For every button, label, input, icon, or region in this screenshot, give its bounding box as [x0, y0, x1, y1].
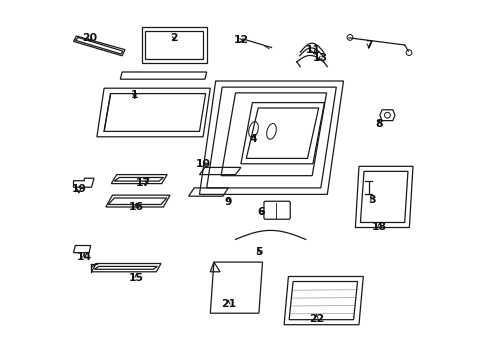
- Text: 19: 19: [71, 184, 86, 194]
- Text: 22: 22: [308, 314, 324, 324]
- Text: 8: 8: [375, 119, 383, 129]
- Text: 2: 2: [170, 33, 178, 43]
- Text: 18: 18: [371, 222, 386, 232]
- Text: 20: 20: [82, 33, 97, 43]
- Text: 1: 1: [131, 90, 138, 100]
- Text: 6: 6: [256, 207, 264, 217]
- Text: 7: 7: [364, 40, 372, 50]
- Text: 3: 3: [368, 195, 375, 205]
- Text: 5: 5: [255, 247, 262, 257]
- Text: 21: 21: [220, 299, 235, 309]
- Text: 17: 17: [136, 178, 151, 188]
- Text: 9: 9: [224, 197, 232, 207]
- Text: 11: 11: [305, 45, 320, 55]
- Text: 12: 12: [233, 35, 248, 45]
- Text: 10: 10: [195, 159, 210, 169]
- Text: 16: 16: [129, 202, 144, 212]
- Text: 14: 14: [77, 252, 92, 262]
- Text: 13: 13: [312, 53, 327, 63]
- Text: 15: 15: [129, 273, 143, 283]
- Text: 4: 4: [249, 134, 257, 144]
